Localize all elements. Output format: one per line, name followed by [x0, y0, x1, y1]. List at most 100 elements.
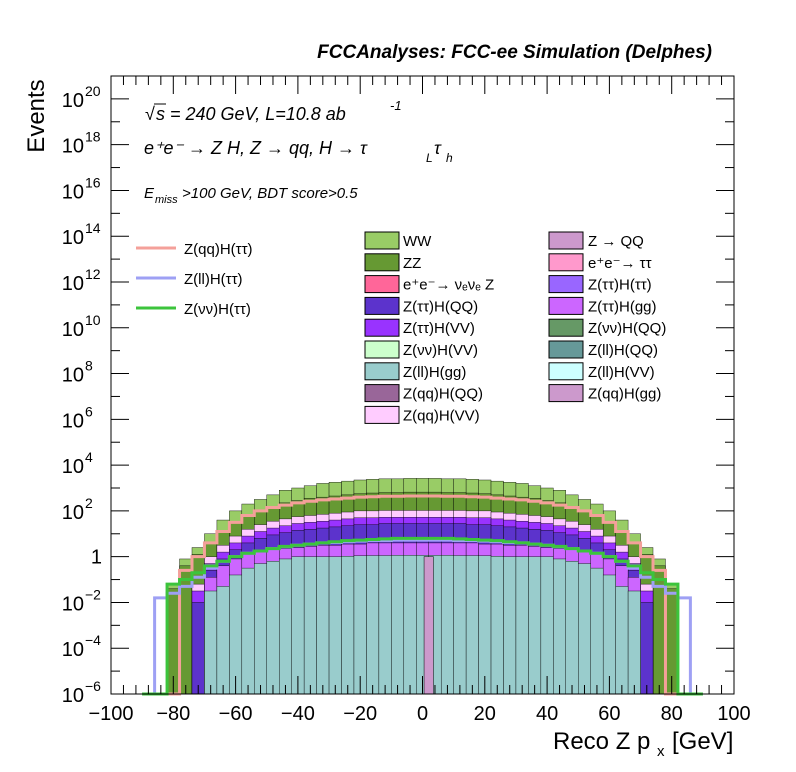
legend-signal-label: Z(νν)H(ττ)	[184, 301, 251, 318]
legend-swatch	[548, 384, 584, 403]
x-tick-label: −100	[88, 703, 133, 725]
legend-label: Z(qq)H(QQ)	[403, 386, 483, 403]
x-axis-label: Reco Z p x [GeV]	[553, 728, 733, 760]
y-axis-label: Events	[23, 79, 50, 152]
x-tick-label: 80	[661, 703, 683, 725]
x-tick-label: 0	[417, 703, 428, 725]
bar-spike	[423, 556, 434, 695]
annotation-energy: √ s = 240 GeV, L=10.8 ab -1	[145, 98, 402, 124]
bar	[515, 556, 529, 695]
legend-swatch	[364, 362, 400, 381]
y-tick-exponent: 6	[85, 403, 93, 419]
y-tick-label: 10	[62, 410, 84, 432]
y-tick-exponent: 2	[85, 495, 93, 511]
y-tick-label: 10	[62, 502, 84, 524]
bar	[440, 555, 454, 695]
legend-swatch	[364, 340, 400, 359]
bar	[241, 567, 255, 695]
bar	[627, 590, 641, 695]
y-tick-exponent: −6	[85, 678, 101, 694]
legend-signal-label: Z(ll)H(ττ)	[184, 271, 243, 288]
legend-swatch	[548, 231, 584, 250]
bar	[204, 590, 218, 695]
bar	[353, 555, 367, 695]
legend-label: Z(qq)H(VV)	[403, 407, 480, 424]
y-tick-label: 10	[62, 273, 84, 295]
y-tick-label: 10	[62, 181, 84, 203]
y-tick-label: 1	[91, 547, 102, 569]
y-tick-label: 10	[62, 136, 84, 158]
bar	[490, 556, 504, 695]
y-tick-label: 10	[62, 685, 84, 707]
legend-swatch	[364, 275, 400, 294]
legend-swatch	[364, 384, 400, 403]
y-tick-label: 10	[62, 593, 84, 615]
bar	[366, 555, 380, 695]
y-tick-exponent: 8	[85, 358, 93, 374]
bar	[303, 556, 317, 695]
legend-swatch	[364, 253, 400, 272]
legend-label: Z(ττ)H(ττ)	[588, 277, 652, 294]
annotation-line1-exp: -1	[390, 98, 402, 113]
annotation-line3-rest: >100 GeV, BDT score>0.5	[182, 185, 358, 202]
bar	[615, 586, 629, 695]
legend: Z(qq)H(ττ) Z(ll)H(ττ) Z(νν)H(ττ) WW ZZ e⁺e⁻→ …	[136, 231, 666, 424]
bar	[403, 555, 417, 695]
bar	[503, 556, 517, 695]
x-axis-label-sub: x	[657, 743, 665, 760]
annotation-line2-tail: τ	[434, 138, 442, 158]
legend-label: Z(ll)H(QQ)	[588, 342, 658, 359]
bar	[540, 556, 554, 695]
legend-swatch	[548, 275, 584, 294]
y-tick-exponent: 16	[85, 174, 101, 190]
layer-Z(ll)H(gg)	[204, 555, 641, 695]
bar	[553, 558, 566, 695]
bar	[216, 586, 230, 695]
bar	[291, 556, 305, 695]
legend-swatch	[548, 318, 584, 337]
annotation-line1: s = 240 GeV, L=10.8 ab	[156, 104, 346, 124]
y-tick-exponent: −2	[85, 586, 101, 602]
bar	[640, 602, 654, 695]
legend-label: Z(ττ)H(QQ)	[403, 298, 478, 315]
legend-label: WW	[403, 233, 432, 250]
y-tick-exponent: 12	[85, 266, 101, 282]
y-tick-exponent: 4	[85, 449, 93, 465]
legend-swatch	[548, 253, 584, 272]
legend-swatch	[364, 296, 400, 315]
annotation-line3-sub: miss	[155, 194, 178, 206]
annotation-selection: E miss >100 GeV, BDT score>0.5	[144, 185, 358, 206]
legend-label: Z(νν)H(QQ)	[588, 320, 666, 337]
y-tick-label: 10	[62, 90, 84, 112]
legend-label: e⁺e⁻→ ττ	[588, 255, 652, 272]
bar	[528, 556, 542, 695]
bar	[328, 556, 342, 695]
chart-title: FCCAnalyses: FCC-ee Simulation (Delphes)	[317, 42, 712, 63]
y-tick-label: 10	[62, 227, 84, 249]
x-tick-label: −20	[343, 703, 377, 725]
legend-label: Z(νν)H(VV)	[403, 342, 478, 359]
legend-label: Z(ll)H(VV)	[588, 364, 655, 381]
bar	[279, 558, 292, 695]
x-tick-label: −40	[281, 703, 315, 725]
y-tick-exponent: 18	[85, 129, 101, 145]
bar	[590, 567, 604, 695]
bar	[578, 563, 591, 695]
y-tick-label: 10	[62, 639, 84, 661]
x-tick-label: −60	[219, 703, 253, 725]
legend-label: Z(ττ)H(VV)	[403, 320, 475, 337]
signal-line	[142, 494, 703, 696]
y-tick-exponent: 20	[85, 83, 101, 99]
legend-signal-label: Z(qq)H(ττ)	[184, 241, 253, 258]
legend-label: Z(ll)H(gg)	[403, 364, 466, 381]
bar	[191, 602, 205, 695]
annotation-line3-e: E	[144, 185, 155, 202]
legend-swatch	[548, 296, 584, 315]
bar	[565, 561, 579, 695]
annotation-line2: e⁺e⁻ → Z H, Z → qq, H → τ	[144, 138, 368, 158]
bar	[465, 555, 479, 695]
y-tick-label: 10	[62, 319, 84, 341]
bar	[378, 555, 392, 695]
x-tick-label: 100	[717, 703, 750, 725]
signal-line	[142, 536, 703, 696]
